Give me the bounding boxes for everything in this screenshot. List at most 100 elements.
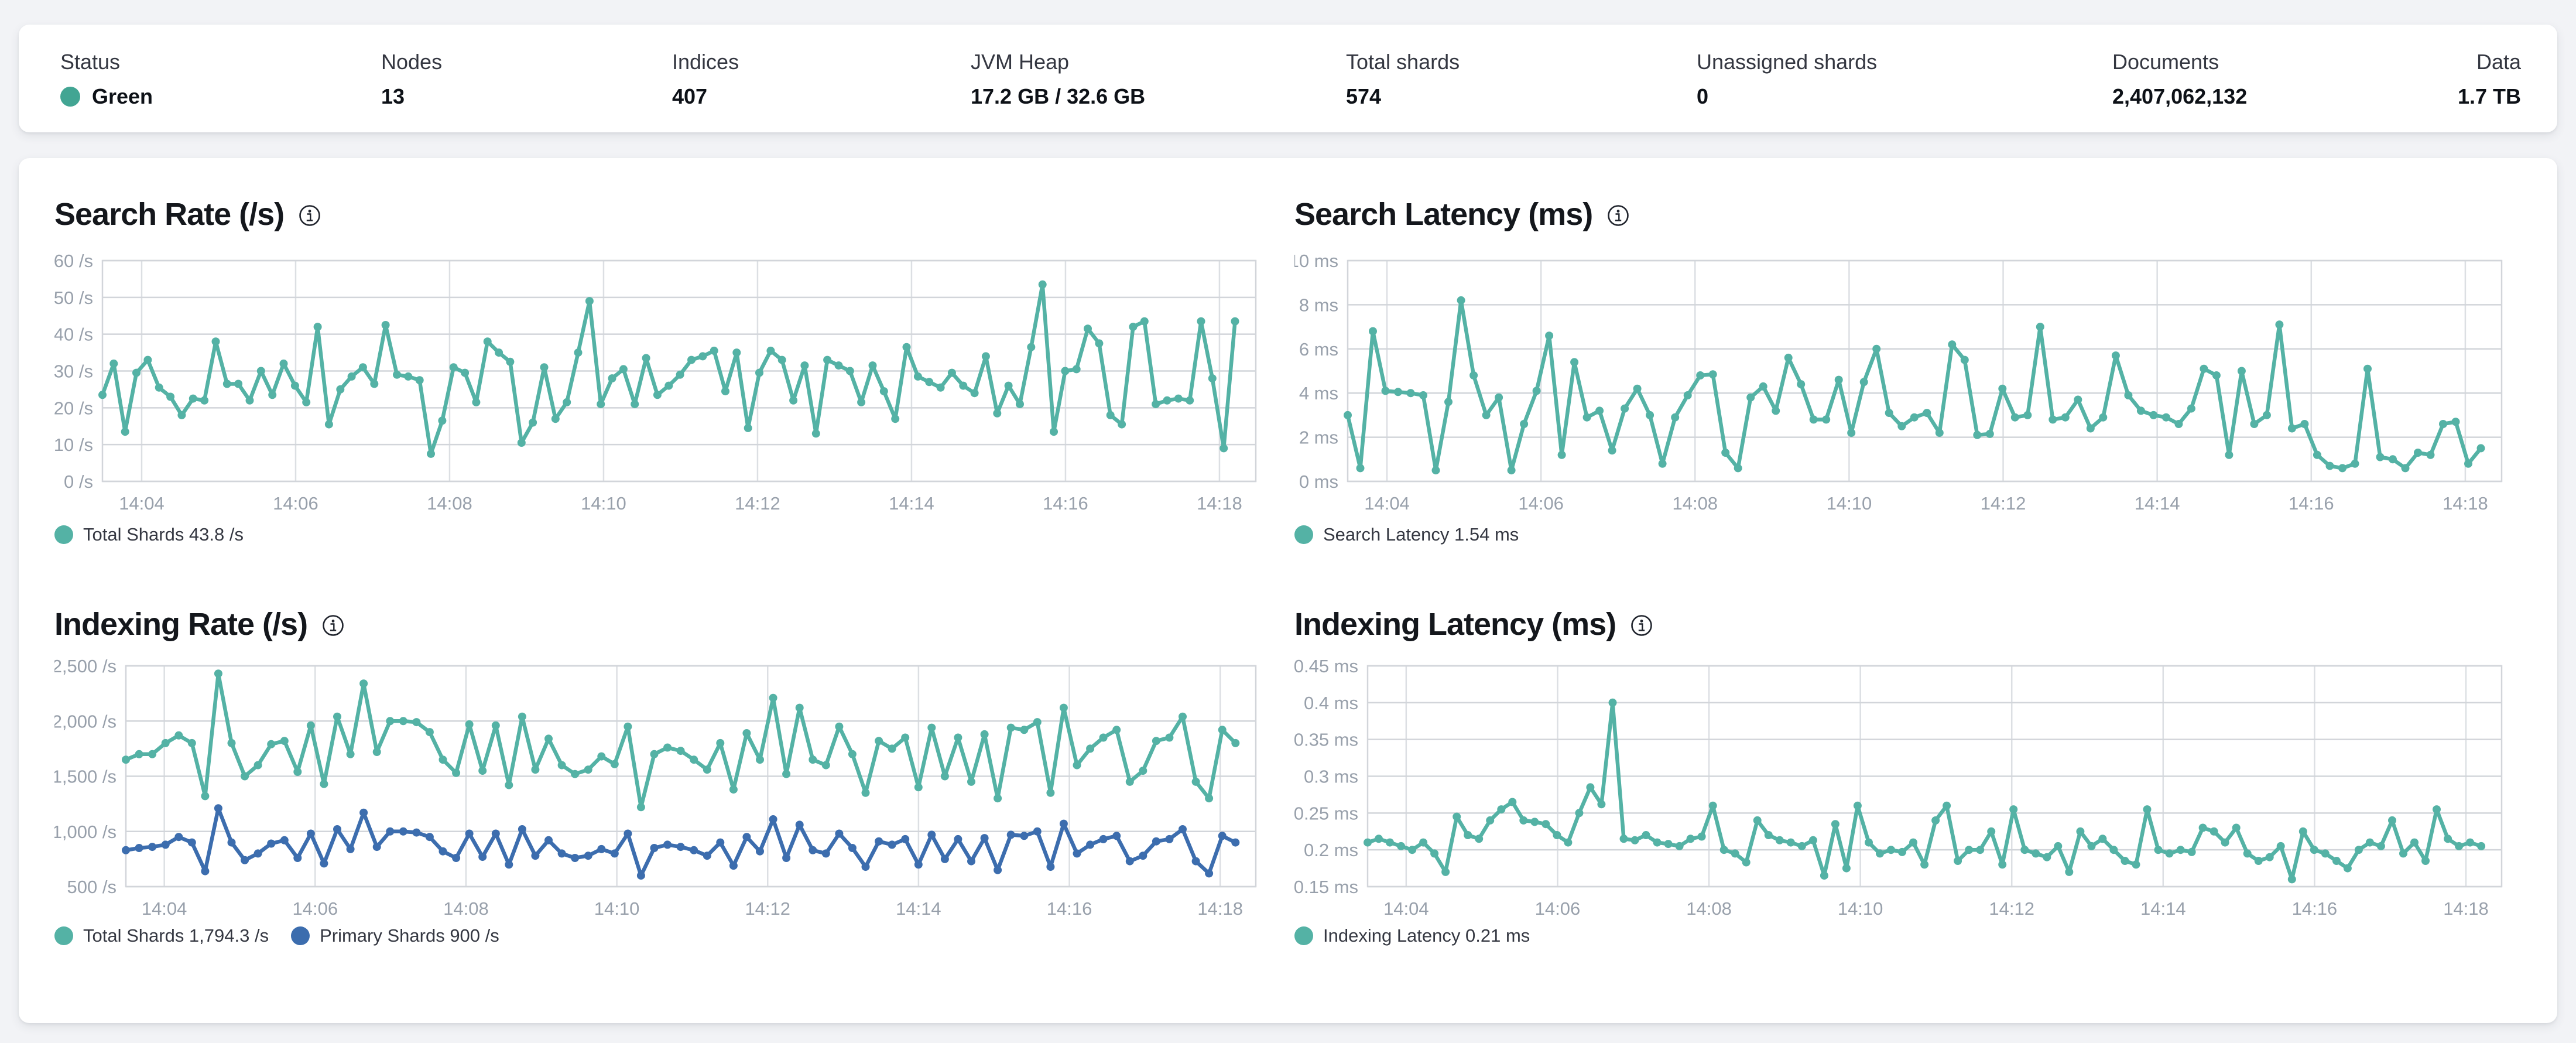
y-tick-label: 0.3 ms bbox=[1304, 767, 1358, 787]
data-point bbox=[333, 712, 341, 721]
data-point bbox=[2477, 842, 2486, 850]
data-point bbox=[782, 854, 791, 862]
data-point bbox=[306, 721, 315, 730]
data-point bbox=[1140, 317, 1149, 326]
data-point bbox=[1954, 857, 1962, 865]
data-point bbox=[438, 416, 447, 425]
data-point bbox=[1553, 831, 1561, 839]
y-tick-label: 4 ms bbox=[1299, 383, 1338, 403]
data-point bbox=[1764, 831, 1773, 839]
data-point bbox=[254, 761, 262, 770]
data-point bbox=[2200, 364, 2208, 373]
data-point bbox=[222, 379, 231, 388]
stat-documents-label: Documents bbox=[2112, 50, 2219, 74]
data-point bbox=[914, 783, 923, 792]
search-latency-plot: 14:04 14:06 14:08 14:10 14:12 14:14 14:16 14:18… bbox=[1294, 252, 2503, 514]
data-point bbox=[2086, 424, 2095, 433]
data-point bbox=[967, 777, 975, 786]
data-point bbox=[1397, 842, 1406, 850]
x-tick-label: 14:06 bbox=[1535, 898, 1581, 919]
data-point bbox=[663, 743, 672, 752]
data-point bbox=[1753, 816, 1762, 825]
info-icon[interactable] bbox=[1630, 614, 1653, 637]
data-point bbox=[161, 840, 170, 849]
stat-indices-value: 407 bbox=[672, 84, 708, 108]
data-point bbox=[1394, 388, 1402, 396]
info-icon[interactable] bbox=[321, 614, 345, 637]
data-point bbox=[913, 372, 922, 381]
data-point bbox=[1784, 353, 1793, 362]
data-point bbox=[2365, 838, 2374, 847]
data-point bbox=[2321, 849, 2330, 858]
stat-status-value: Green bbox=[60, 84, 153, 109]
data-point bbox=[1020, 832, 1029, 840]
data-point bbox=[1976, 846, 1985, 854]
data-point bbox=[875, 837, 883, 846]
info-icon[interactable] bbox=[1606, 204, 1630, 227]
data-point bbox=[1027, 343, 1036, 351]
x-tick-label: 14:16 bbox=[2292, 898, 2338, 919]
data-point bbox=[1139, 852, 1147, 860]
data-point bbox=[809, 755, 817, 764]
search-rate-plot: 14:04 14:06 14:08 14:10 14:12 14:14 14:16 14:18… bbox=[54, 252, 1257, 514]
y-tick-label: 500 /s bbox=[67, 877, 117, 897]
legend-dot-icon bbox=[54, 525, 73, 544]
data-point bbox=[940, 772, 949, 781]
data-point bbox=[1557, 450, 1566, 459]
data-point bbox=[845, 367, 854, 375]
data-point bbox=[811, 429, 820, 438]
data-point bbox=[135, 844, 143, 852]
data-point bbox=[610, 760, 619, 768]
x-tick-label: 14:08 bbox=[427, 493, 472, 514]
data-point bbox=[506, 357, 515, 366]
data-point bbox=[2243, 849, 2252, 858]
data-point bbox=[518, 712, 526, 721]
data-point bbox=[2225, 450, 2234, 459]
data-point bbox=[280, 836, 289, 844]
data-point bbox=[1619, 835, 1628, 843]
data-point bbox=[1231, 738, 1240, 747]
data-point bbox=[1520, 420, 1529, 428]
data-point bbox=[1545, 331, 1554, 340]
data-point bbox=[729, 785, 738, 794]
data-point bbox=[1457, 296, 1465, 305]
data-point bbox=[2049, 415, 2057, 424]
x-tick-label: 14:14 bbox=[2135, 493, 2180, 514]
data-point bbox=[267, 740, 276, 748]
data-point bbox=[109, 359, 118, 368]
data-point bbox=[491, 721, 500, 730]
data-point bbox=[359, 808, 368, 817]
data-point bbox=[254, 849, 262, 858]
data-point bbox=[200, 396, 209, 405]
data-point bbox=[98, 391, 107, 399]
data-point bbox=[478, 767, 487, 775]
data-point bbox=[1842, 864, 1851, 873]
data-point bbox=[313, 323, 322, 331]
data-point bbox=[2298, 827, 2307, 836]
data-point bbox=[1191, 857, 1200, 866]
data-point bbox=[1897, 422, 1906, 430]
x-tick-label: 14:04 bbox=[1383, 898, 1429, 919]
data-point bbox=[716, 738, 725, 747]
data-point bbox=[324, 420, 333, 429]
search-rate-legend: Total Shards 43.8 /s bbox=[54, 522, 244, 548]
data-point bbox=[293, 768, 302, 776]
data-point bbox=[404, 372, 413, 381]
data-point bbox=[1469, 371, 1478, 379]
y-tick-label: 0.4 ms bbox=[1304, 693, 1358, 713]
stat-total-shards: Total shards 574 bbox=[1346, 50, 1460, 109]
data-point bbox=[393, 370, 401, 379]
data-point bbox=[529, 418, 537, 427]
x-tick-label: 14:10 bbox=[594, 898, 640, 919]
info-icon[interactable] bbox=[298, 204, 321, 227]
data-point bbox=[756, 847, 764, 856]
data-point bbox=[1621, 404, 1629, 413]
data-point bbox=[789, 396, 798, 405]
data-point bbox=[703, 765, 711, 774]
data-point bbox=[1872, 344, 1881, 353]
data-point bbox=[848, 750, 857, 758]
legend-item-total-shards: Total Shards 1,794.3 /s bbox=[54, 925, 269, 946]
data-point bbox=[857, 398, 866, 406]
data-point bbox=[1775, 836, 1784, 844]
data-point bbox=[663, 840, 672, 849]
